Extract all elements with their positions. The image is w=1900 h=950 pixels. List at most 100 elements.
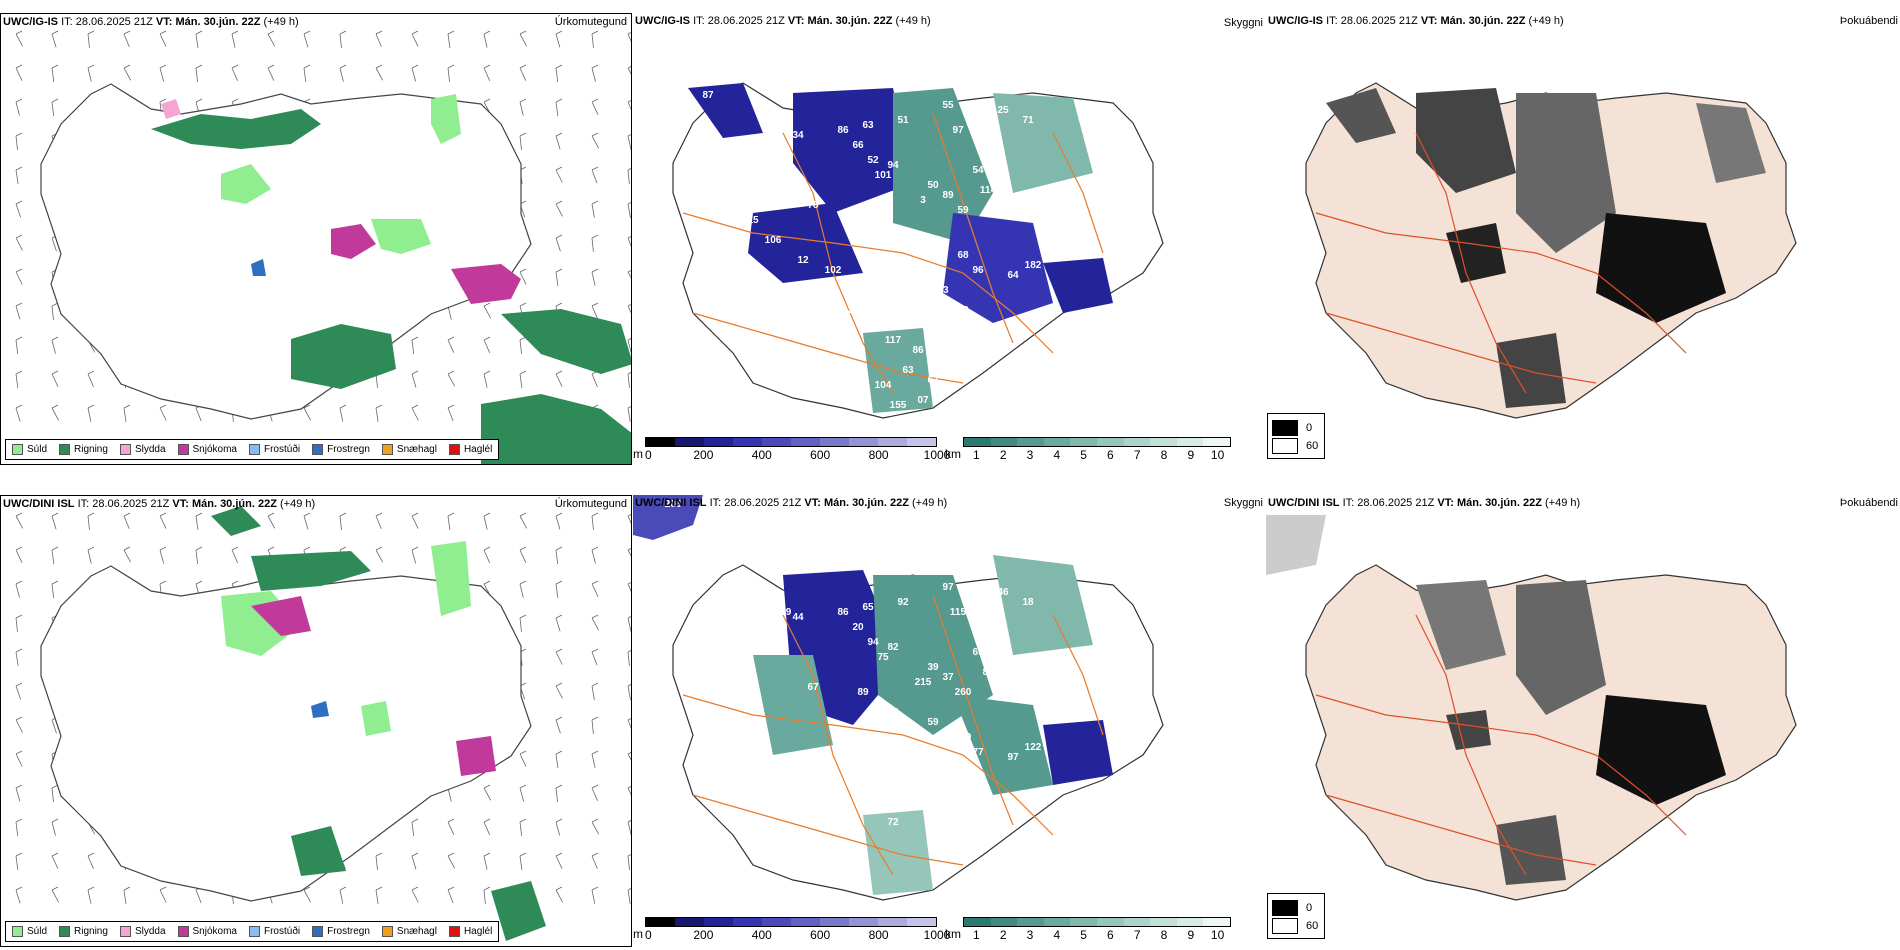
wind-barb: [555, 784, 563, 802]
cloud-base-label: 92: [897, 597, 909, 608]
cloud-base-label: 51: [897, 115, 909, 126]
wind-barb: [195, 64, 203, 82]
cloud-base-label: 80: [982, 667, 994, 678]
colorbar-tick-label: 1: [973, 448, 980, 462]
legend-swatch: [12, 926, 23, 937]
colorbar-tick-label: 5: [1080, 448, 1087, 462]
legend-item: Frostregn: [312, 926, 370, 937]
wind-barb: [483, 370, 491, 388]
cloud-base-label: 102: [975, 612, 992, 623]
wind-barb: [627, 372, 631, 388]
wind-barb: [627, 134, 631, 150]
wind-barb: [15, 234, 23, 251]
cloud-base-label: 89: [942, 190, 954, 201]
wind-barb: [159, 30, 167, 47]
colorbar-segment: [1017, 918, 1044, 926]
cloud-base-label: 66: [852, 140, 864, 151]
wind-barb: [591, 512, 599, 530]
legend-swatch: [177, 444, 189, 455]
cloud-base-label: 72: [937, 767, 949, 778]
wind-barb: [303, 512, 311, 530]
colorbar-segment: [1203, 918, 1230, 926]
cloud-base-label: 82: [887, 642, 899, 653]
colorbar-tick-label: 7: [1133, 928, 1141, 942]
colorbar-tick-label: 3: [1026, 928, 1034, 942]
wind-barb: [15, 404, 23, 422]
wind-barb: [15, 64, 23, 81]
legend-item: Snjókoma: [177, 926, 237, 937]
wind-barb: [411, 404, 419, 421]
wind-barb: [339, 404, 347, 422]
wind-barb: [627, 888, 631, 904]
wind-barb: [555, 852, 563, 869]
colorbar-tick-label: 0: [645, 448, 652, 462]
wind-barb: [375, 546, 384, 563]
cloud-base-label: 3: [920, 195, 926, 206]
wind-barb: [519, 614, 527, 632]
cloud-base-label: 182: [1025, 260, 1042, 271]
colorbar-segment: [990, 918, 1018, 926]
cloud-base-label: 68: [957, 250, 969, 261]
wind-barb: [555, 580, 563, 598]
wind-barb: [15, 268, 23, 285]
cloud-base-label: 71: [737, 195, 749, 206]
wind-barb: [447, 886, 455, 904]
wind-barb: [375, 30, 383, 48]
legend-item: Snjókoma: [177, 444, 237, 455]
wind-barb: [51, 852, 59, 869]
wind-barb: [15, 614, 23, 632]
colorbar-segment: [1070, 438, 1097, 446]
colorbar-tick-label: 8: [1160, 448, 1168, 462]
cloud-base-label: 86: [912, 345, 924, 356]
legend-swatch: [177, 926, 189, 937]
colorbar-tick-label: 2: [999, 928, 1007, 942]
wind-barb: [519, 132, 527, 150]
iceland-outline: [40, 83, 532, 420]
colorbar-tick-label: 3: [1026, 448, 1034, 462]
wind-barb: [519, 750, 527, 767]
precip-legend: Súld Rigning Slydda Snjókoma Frostúði Fr…: [5, 921, 500, 942]
wind-barb: [483, 852, 491, 870]
colorbar-segment: [1176, 438, 1204, 446]
visibility-ticks: 1 2 3 4 5 6 7 8 9 10: [963, 447, 1231, 462]
wind-barb: [447, 370, 456, 387]
fog-swatch-light: [1272, 438, 1298, 454]
colorbar-segment: [820, 438, 849, 446]
wind-barb: [375, 886, 383, 904]
wind-barb: [303, 886, 311, 903]
colorbar-segment: [733, 438, 762, 446]
cloud-base-label: 44: [792, 612, 804, 623]
cloud-base-label: 92: [977, 130, 989, 141]
wind-barb: [591, 818, 600, 835]
wind-barb: [627, 338, 631, 354]
wind-barb: [51, 98, 59, 116]
wind-barb: [483, 886, 491, 904]
wind-barb: [483, 784, 492, 801]
colorbar-segment: [675, 918, 704, 926]
wind-barb: [51, 336, 59, 354]
colorbar-segment: [1096, 438, 1124, 446]
cloud-base-label: 117: [885, 335, 902, 346]
wind-barb: [339, 886, 347, 904]
wind-barb: [159, 546, 167, 564]
visibility-ticks: 1 2 3 4 5 6 7 8 9 10: [963, 927, 1231, 942]
precip-map-1: [15, 30, 631, 464]
wind-barb: [627, 304, 631, 314]
precip-map-panel-1: UWC/IG-IS IT: 28.06.2025 21Z VT: Mán. 30…: [0, 13, 632, 465]
cloud-base-label: 22: [847, 305, 859, 316]
cloud-base-label: 87: [702, 90, 714, 101]
wind-barb: [591, 200, 599, 218]
colorbar-segment: [820, 918, 849, 926]
wind-barb: [339, 64, 347, 82]
colorbar-segment: [704, 438, 733, 446]
wind-barb: [627, 786, 631, 796]
visibility-unit: km: [945, 927, 961, 941]
cloud-base-label: 46: [997, 587, 1009, 598]
cloud-base-label: 101: [875, 170, 892, 181]
wind-barb: [591, 132, 600, 149]
wind-barb: [555, 200, 563, 217]
cloud-base-label: 25: [997, 105, 1009, 116]
cloud-base-label: 132: [955, 787, 972, 798]
wind-barb: [519, 268, 527, 285]
